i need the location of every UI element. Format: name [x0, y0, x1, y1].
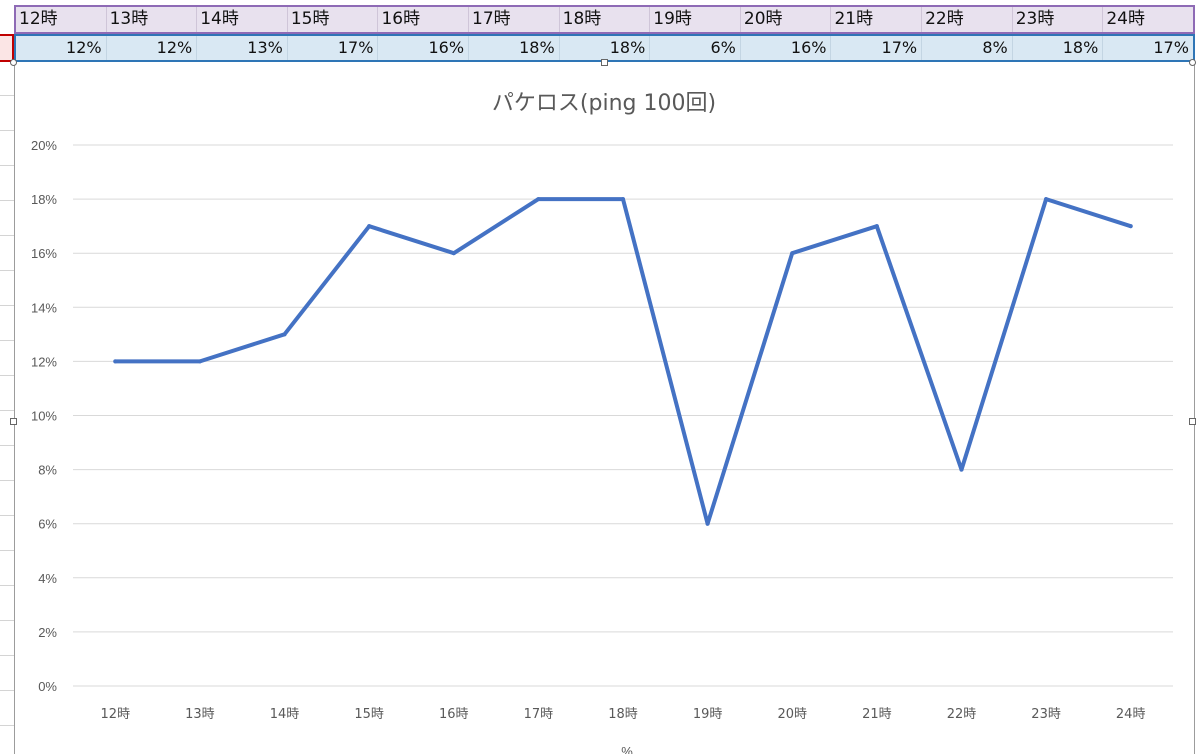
x-category-label: 23時: [1031, 707, 1061, 722]
value-cell[interactable]: 18%: [560, 36, 651, 60]
row-gridline: [0, 480, 14, 481]
hour-cell[interactable]: 17時: [469, 7, 560, 32]
data-point[interactable]: [367, 224, 372, 229]
hour-cell[interactable]: 19時: [650, 7, 741, 32]
y-gridlines: [73, 144, 1173, 687]
value-cell[interactable]: 18%: [469, 36, 560, 60]
x-category-label: 13時: [185, 707, 215, 722]
data-point[interactable]: [874, 224, 879, 229]
y-tick-label: 8%: [38, 463, 57, 478]
x-category-label: 14時: [270, 707, 300, 722]
row-gridline: [0, 340, 14, 341]
y-tick-label: 6%: [38, 517, 57, 532]
row-gridline: [0, 235, 14, 236]
y-tick-label: 16%: [31, 246, 57, 261]
x-axis-title: %: [621, 744, 633, 754]
hour-cell[interactable]: 23時: [1013, 7, 1104, 32]
data-point[interactable]: [790, 251, 795, 256]
data-point[interactable]: [451, 251, 456, 256]
y-tick-label: 4%: [38, 571, 57, 586]
hour-cell[interactable]: 18時: [560, 7, 651, 32]
chart-title[interactable]: パケロス(ping 100回): [492, 91, 716, 116]
row-gridline: [0, 690, 14, 691]
resize-handle-right[interactable]: [1189, 418, 1196, 425]
x-category-label: 19時: [693, 707, 723, 722]
y-tick-label: 14%: [31, 300, 57, 315]
row-gridline: [0, 410, 14, 411]
row-gridline: [0, 585, 14, 586]
resize-handle-top[interactable]: [601, 59, 608, 66]
row-gridline: [0, 445, 14, 446]
row-gridline: [0, 200, 14, 201]
resize-handle-left[interactable]: [10, 418, 17, 425]
data-point[interactable]: [705, 521, 710, 526]
hour-cell[interactable]: 22時: [922, 7, 1013, 32]
x-category-label: 22時: [947, 707, 977, 722]
resize-handle-top-right[interactable]: [1189, 59, 1196, 66]
resize-handle-top-left[interactable]: [10, 59, 17, 66]
value-cell[interactable]: 13%: [197, 36, 288, 60]
hour-cell[interactable]: 12時: [16, 7, 107, 32]
data-point[interactable]: [197, 359, 202, 364]
value-cell[interactable]: 8%: [922, 36, 1013, 60]
y-tick-label: 18%: [31, 192, 57, 207]
row-gridline: [0, 515, 14, 516]
value-cell[interactable]: 16%: [378, 36, 470, 60]
value-cell[interactable]: 17%: [288, 36, 379, 60]
x-category-label: 16時: [439, 707, 469, 722]
value-cell[interactable]: 12%: [107, 36, 198, 60]
hour-cell[interactable]: 16時: [378, 7, 470, 32]
row-gridline: [0, 725, 14, 726]
row-gridline: [0, 620, 14, 621]
value-cell[interactable]: 17%: [1153, 38, 1189, 57]
data-point[interactable]: [282, 332, 287, 337]
x-category-label: 12時: [101, 707, 131, 722]
hour-cell[interactable]: 13時: [107, 7, 198, 32]
row-gridline: [0, 655, 14, 656]
value-cell[interactable]: 16%: [741, 36, 832, 60]
packet-loss-row[interactable]: 12% 12% 13% 17% 16% 18% 18% 6% 16% 17% 8% 18% 17%: [14, 34, 1195, 62]
x-axis-category-labels: 12時 13時 14時 15時 16時 17時 18時 19時 20時 21時 22時 23時 24時: [101, 707, 1146, 722]
data-point[interactable]: [536, 197, 541, 202]
chart-area[interactable]: パケロス(ping 100回) 0% 2% 4% 6% 8% 10% 12% 14% 16% 18…: [10, 59, 1196, 754]
data-point[interactable]: [113, 359, 118, 364]
data-point[interactable]: [959, 467, 964, 472]
x-category-label: 20時: [777, 707, 807, 722]
x-category-label: 18時: [608, 707, 638, 722]
data-point[interactable]: [1128, 224, 1133, 229]
row-gridline: [0, 95, 14, 96]
y-tick-label: 0%: [38, 679, 57, 694]
hour-cell[interactable]: 24時: [1106, 9, 1145, 29]
y-tick-label: 10%: [31, 409, 57, 424]
row-gridline: [0, 550, 14, 551]
value-cell[interactable]: 18%: [1013, 36, 1104, 60]
y-tick-label: 20%: [31, 138, 57, 153]
row-gridline: [0, 270, 14, 271]
y-tick-label: 2%: [38, 625, 57, 640]
hour-cell[interactable]: 14時: [197, 7, 288, 32]
x-category-label: 15時: [354, 707, 384, 722]
row-gridline: [0, 375, 14, 376]
row-gridline: [0, 305, 14, 306]
value-cell[interactable]: 17%: [831, 36, 923, 60]
y-tick-label: 12%: [31, 354, 57, 369]
data-point[interactable]: [1044, 197, 1049, 202]
x-category-label: 21時: [862, 707, 892, 722]
data-point[interactable]: [621, 197, 625, 202]
hour-row[interactable]: 12時 13時 14時 15時 16時 17時 18時 19時 20時 21時 22時 23時 24時: [14, 5, 1195, 34]
x-category-label: 17時: [524, 707, 554, 722]
series-layer[interactable]: [113, 197, 1133, 526]
hour-cell[interactable]: 21時: [831, 7, 923, 32]
row-gridline: [0, 130, 14, 131]
hour-cell[interactable]: 20時: [741, 7, 832, 32]
x-category-label: 24時: [1116, 707, 1146, 722]
packet-loss-line-chart: パケロス(ping 100回) 0% 2% 4% 6% 8% 10% 12% 14% 16% 18…: [31, 91, 1173, 754]
active-cell-marker[interactable]: [0, 34, 14, 62]
row-gridline: [0, 165, 14, 166]
hour-cell[interactable]: 15時: [288, 7, 379, 32]
y-axis-tick-labels: 0% 2% 4% 6% 8% 10% 12% 14% 16% 18% 20%: [31, 138, 57, 694]
value-cell[interactable]: 6%: [650, 36, 741, 60]
value-cell[interactable]: 12%: [16, 36, 107, 60]
